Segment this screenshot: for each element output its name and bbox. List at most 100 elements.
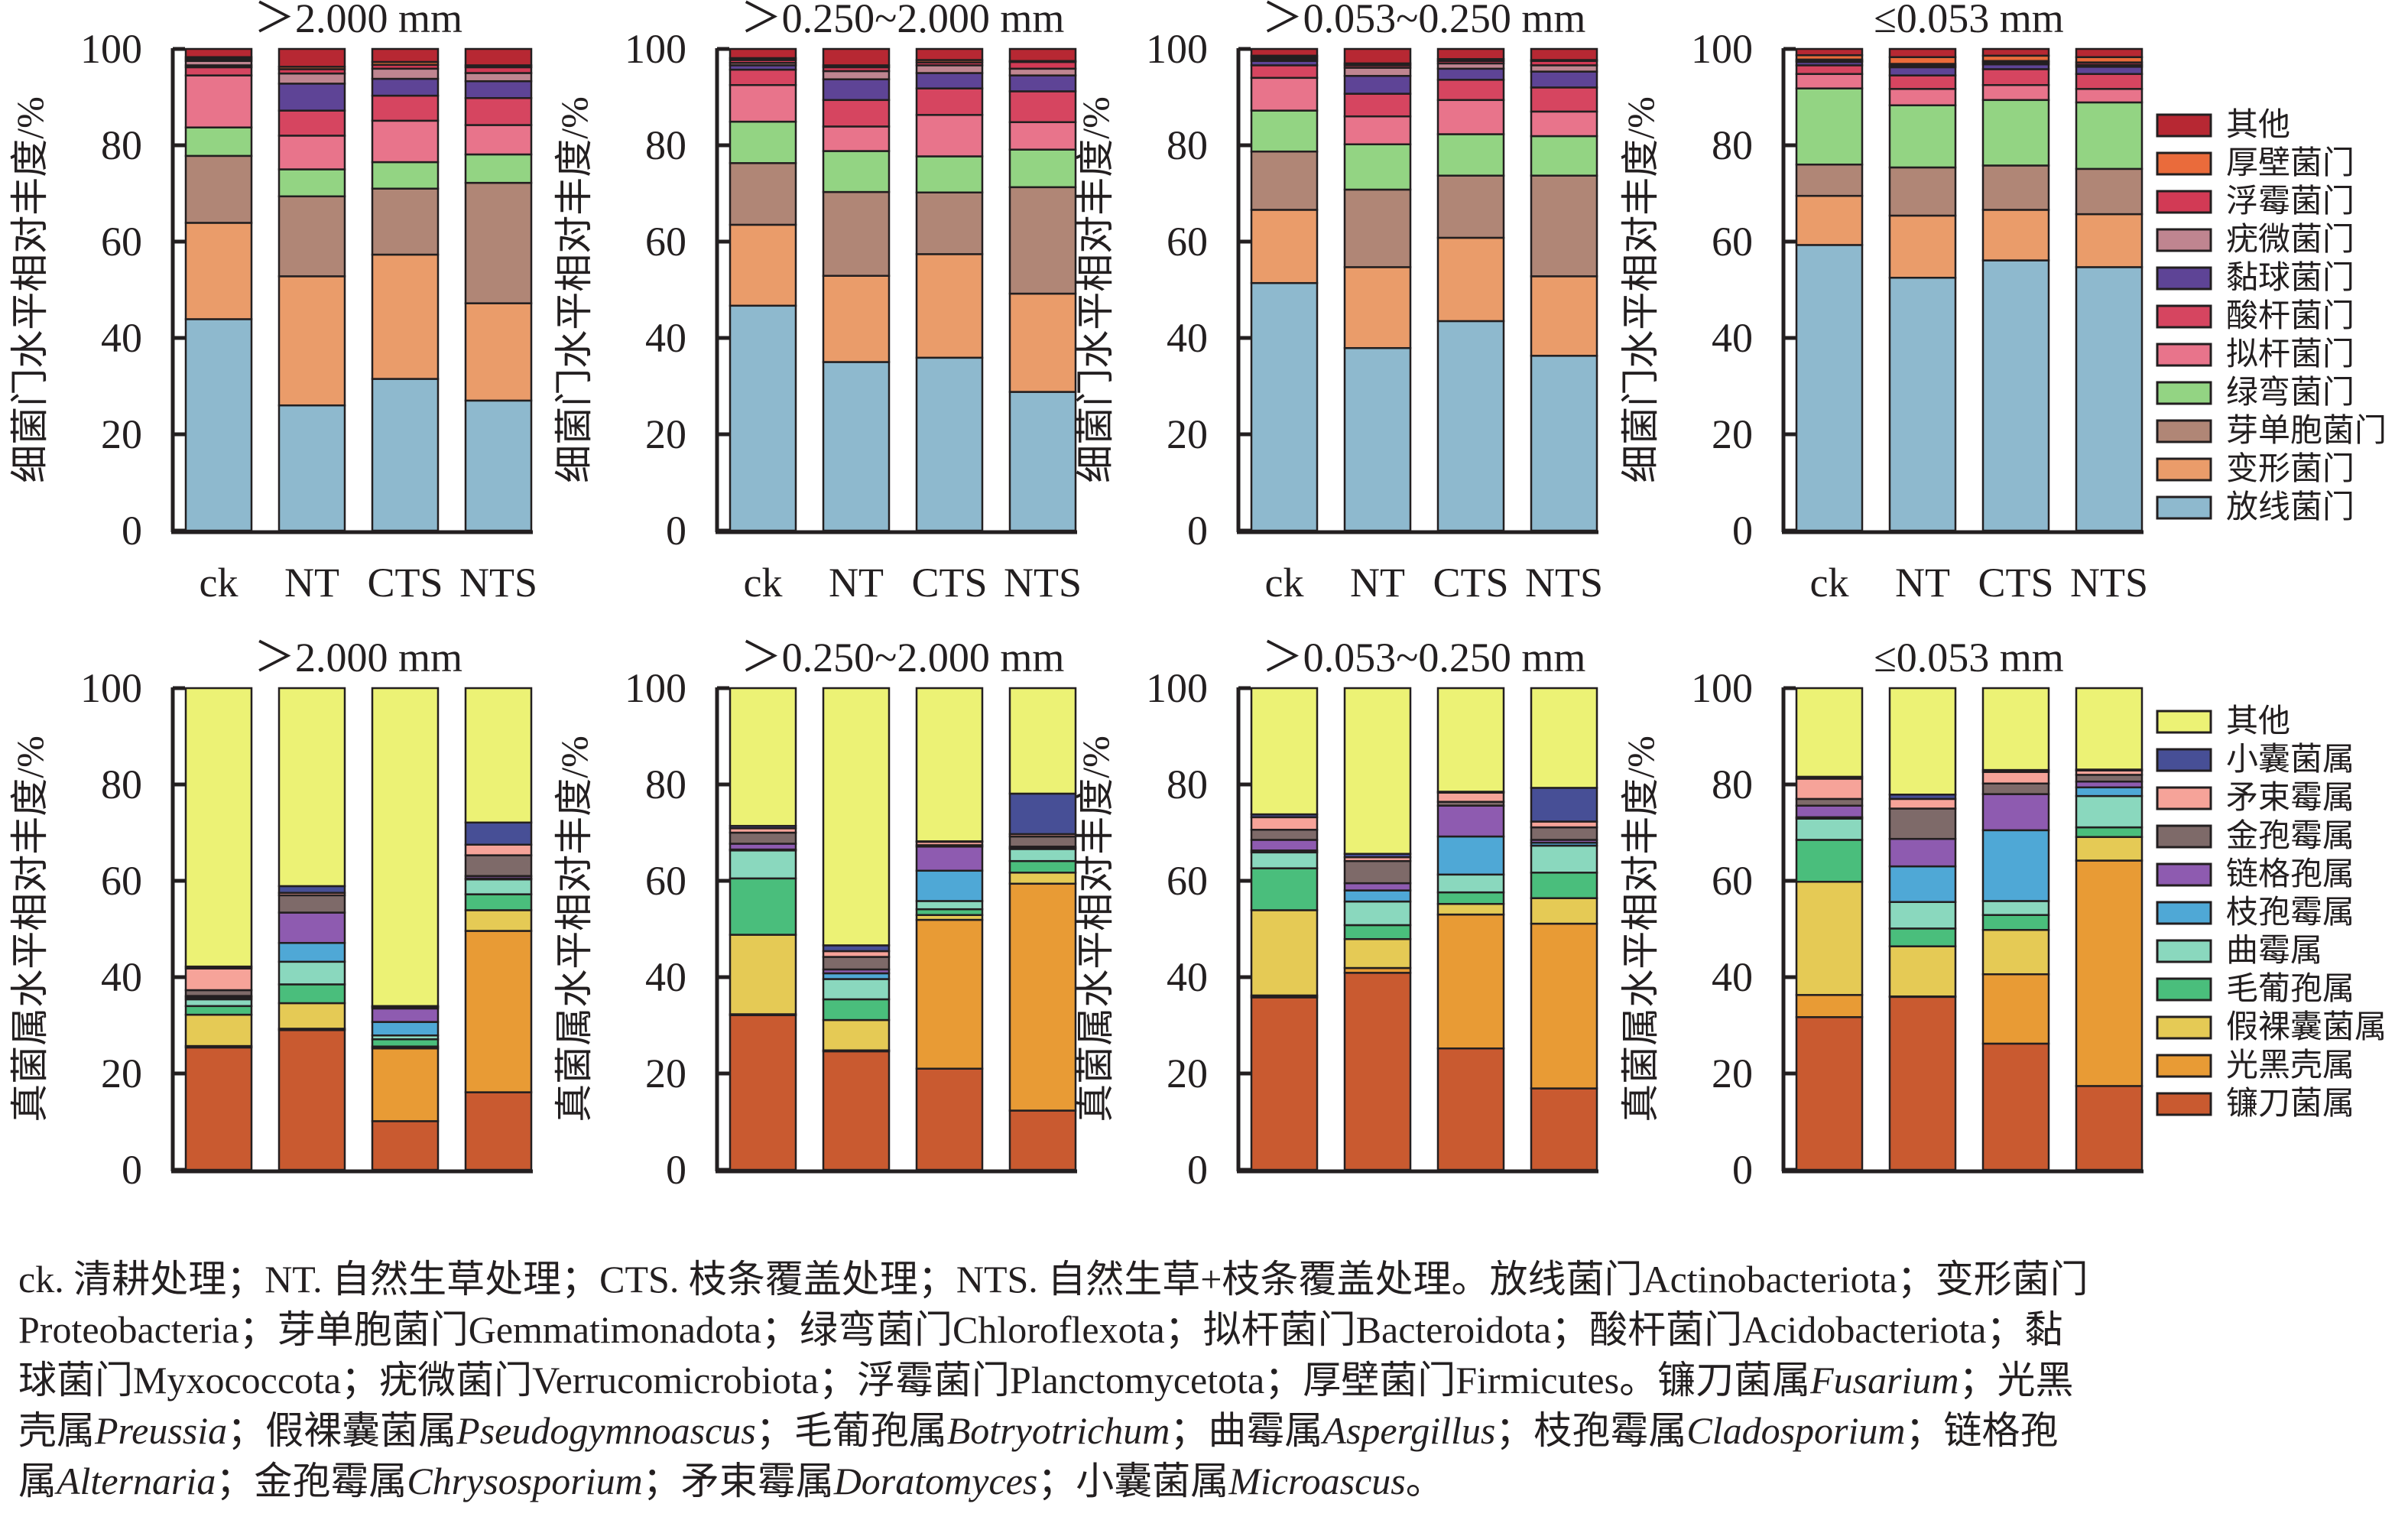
y-tick-label: 80: [101, 122, 142, 168]
caption-text: ；光黑: [1959, 1359, 2074, 1401]
bar-segment: NT 镰刀菌属: 29%: [277, 1029, 346, 1171]
bar-segment: CTS 拟杆菌门: 7.1%: [1436, 99, 1505, 135]
caption-text: ；小囊菌属: [1037, 1460, 1229, 1502]
bar-segment: NT 其他: 3.4%: [822, 47, 891, 67]
x-tick-label: NT: [1895, 560, 1950, 606]
bar-segment: CTS 曲霉属: 1.7%: [915, 900, 984, 911]
bar-segment: NTS 芽单胞菌门: 9.4%: [2075, 167, 2144, 216]
bar-segment: CTS 其他: 1.4%: [1981, 47, 2050, 57]
caption-text: ；矛束霉属: [642, 1460, 834, 1502]
bar-segment: NTS 毛葡孢属: 2%: [2075, 826, 2144, 838]
bar-segment: NT 假裸囊菌属: 10.4%: [1888, 945, 1957, 998]
bar-segment: CTS 镰刀菌属: 26.2%: [1981, 1042, 2050, 1171]
bar-segment: CTS 酸杆菌门: 5.2%: [371, 94, 440, 122]
legend-swatch: [2156, 419, 2212, 443]
bar-segment: NT 枝孢霉属: 7.4%: [1888, 865, 1957, 903]
y-tick-label: 20: [1167, 1051, 1208, 1096]
legend-swatch: [2156, 862, 2212, 887]
y-tick-label: 100: [1691, 665, 1753, 711]
bar-segment: NTS 其他: 20.7%: [1530, 687, 1598, 789]
bar-segment: NT 放线菌门: 37.9%: [1343, 346, 1412, 532]
x-tick-label: CTS: [911, 560, 987, 606]
bar-segment: NT 变形菌门: 17.9%: [822, 274, 891, 363]
legend-swatch: [2156, 228, 2212, 252]
bar-segment: NT 疣微菌门: 1.7%: [1343, 67, 1412, 77]
bar-segment: NTS 其他: 21.9%: [1008, 687, 1077, 795]
y-tick-label: 100: [625, 26, 686, 72]
bar-segment: ck 假裸囊菌属: 23.5%: [1795, 881, 1864, 996]
bar-segment: ck 其他: 1.9%: [729, 47, 797, 60]
legend-swatch: [2156, 151, 2212, 176]
bar-segment: CTS 光黑壳属: 30.9%: [915, 918, 984, 1070]
bar-segment: NTS 金孢霉属: 2.6%: [1530, 826, 1598, 841]
legend-swatch: [2156, 748, 2212, 772]
bar-segment: NTS 拟杆菌门: 2.8%: [2075, 88, 2144, 104]
bar-segment: NTS 酸杆菌门: 5%: [1530, 86, 1598, 113]
bar-segment: NTS 其他: 2.5%: [1008, 47, 1077, 62]
y-axis-label: 真菌属水平相对丰度/%: [553, 736, 596, 1122]
caption-text: 。: [1405, 1460, 1444, 1502]
caption-taxon-italic: Preussia: [95, 1409, 228, 1452]
bar-segment: NTS 镰刀菌属: 17.4%: [2075, 1085, 2144, 1171]
chart-title: ＞2.000 mm: [254, 635, 462, 680]
caption-taxon-italic: Alternaria: [57, 1460, 216, 1502]
y-tick-label: 0: [122, 1147, 142, 1193]
bar-segment: CTS 黏球菌门: 3.2%: [915, 72, 984, 89]
y-tick-label: 40: [645, 315, 686, 361]
bar-segment: CTS 变形菌门: 21.5%: [915, 253, 984, 359]
bar-segment: NTS 枝孢霉属: 1.8%: [2075, 786, 2144, 797]
bar-segment: NT 黏球菌门: 3.7%: [1343, 75, 1412, 95]
legend-label: 光黑壳属: [2226, 1048, 2354, 1083]
chart-title: ≤0.053 mm: [1874, 635, 2064, 680]
bar-segment: NTS 黏球菌门: 3.5%: [464, 80, 533, 99]
legend-label: 链格孢属: [2226, 857, 2354, 892]
bar-segment: ck 假裸囊菌属: 16.5%: [729, 934, 797, 1015]
bar-segment: NT 曲霉属: 5.5%: [1888, 901, 1957, 930]
legend-swatch: [2156, 381, 2212, 405]
bar-segment: NTS 假裸囊菌属: 4.3%: [464, 909, 533, 932]
bar-segment: CTS 疣微菌门: 2.1%: [371, 67, 440, 80]
y-tick-label: 100: [1146, 26, 1208, 72]
caption-text: ；金孢霉属: [216, 1460, 407, 1502]
bar-segment: NT 芽单胞菌门: 17.4%: [822, 190, 891, 277]
legend-label: 矛束霉属: [2226, 781, 2354, 816]
bar-segment: ck 芽单胞菌门: 12.8%: [729, 162, 797, 226]
bar-segment: CTS 毛葡孢属: 1.5%: [371, 1038, 440, 1047]
bar-segment: NT 其他: 41.1%: [277, 687, 346, 888]
y-tick-label: 40: [101, 315, 142, 361]
y-axis-label: 细菌门水平相对丰度/%: [8, 96, 51, 483]
bar-segment: NTS 变形菌门: 11%: [2075, 213, 2144, 268]
bar-segment: NTS 镰刀菌属: 12.3%: [1008, 1109, 1077, 1171]
bar-segment: NT 其他: 1.7%: [1888, 47, 1957, 58]
legend-swatch: [2156, 939, 2212, 963]
y-tick-label: 100: [1146, 665, 1208, 711]
bar-segment: CTS 绿弯菌门: 13.6%: [1981, 99, 2050, 167]
bar-segment: CTS 拟杆菌门: 3.1%: [1981, 84, 2050, 102]
x-tick-label: CTS: [1978, 560, 2053, 606]
bar-segment: NTS 小囊菌属: 4.6%: [464, 821, 533, 846]
bar-segment: ck 曲霉属: 1.4%: [184, 998, 253, 1008]
y-tick-label: 0: [666, 508, 686, 554]
bar-segment: CTS 变形菌门: 10.5%: [1981, 209, 2050, 261]
bar-segment: NT 芽单胞菌门: 10%: [1888, 166, 1957, 217]
bar-segment: NT 枝孢霉属: 2.3%: [1343, 889, 1412, 903]
bar-segment: ck 其他: 28.6%: [729, 687, 797, 827]
bar-segment: ck 拟杆菌门: 10.8%: [184, 74, 253, 128]
y-tick-label: 20: [101, 411, 142, 457]
bar-segment: NT 金孢霉属: 4.6%: [1343, 859, 1412, 885]
y-axis-label: 细菌门水平相对丰度/%: [553, 96, 596, 483]
caption-taxon-italic: Cladosporium: [1686, 1409, 1906, 1452]
bar-segment: NTS 矛束霉属: 2.2%: [464, 843, 533, 856]
legend-label: 拟杆菌门: [2226, 337, 2354, 372]
bar-segment: NT 酸杆菌门: 2.8%: [1888, 74, 1957, 90]
bar-segment: NT 毛葡孢属: 3.9%: [277, 983, 346, 1005]
bar-segment: ck 其他: 57.8%: [184, 687, 253, 968]
bar-segment: ck 酸杆菌门: 3.2%: [729, 68, 797, 86]
bar-segment: CTS 光黑壳属: 14.4%: [1981, 973, 2050, 1045]
legend-swatch: [2156, 710, 2212, 734]
caption-taxon-italic: Pseudogymnoascus: [456, 1409, 756, 1452]
bar-segment: NTS 变形菌门: 20.2%: [464, 302, 533, 402]
bar-segment: NT 链格孢属: 6.3%: [277, 911, 346, 944]
x-tick-label: NT: [284, 560, 339, 606]
bar-segment: CTS 绿弯菌门: 8.6%: [1436, 133, 1505, 177]
